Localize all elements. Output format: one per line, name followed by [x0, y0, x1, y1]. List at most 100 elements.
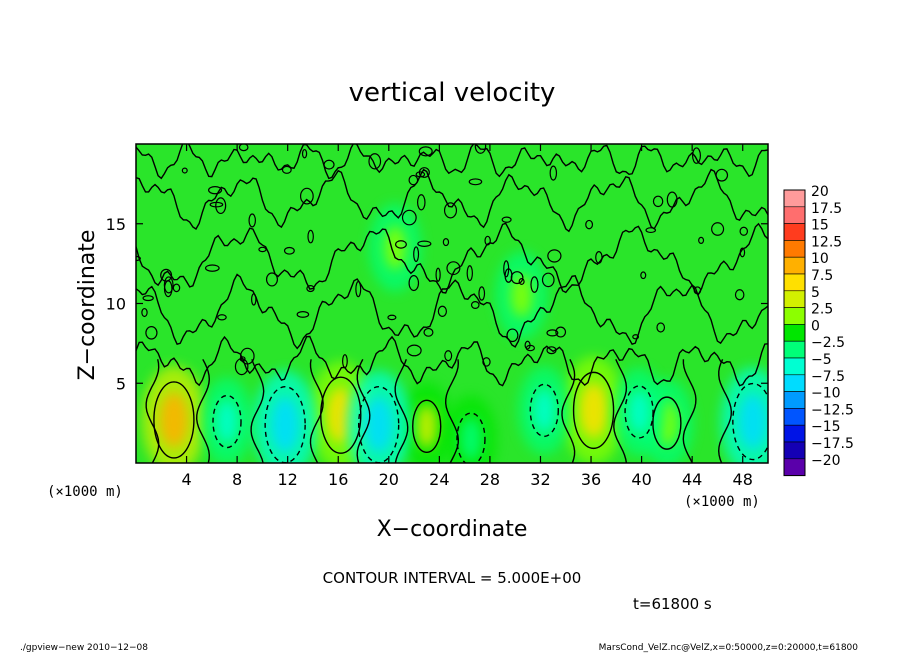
x-tick-label: 12: [278, 470, 298, 489]
x-tick-label: 4: [181, 470, 191, 489]
noise-contour: [474, 144, 487, 154]
noise-contour: [416, 194, 426, 211]
field-core: [216, 399, 238, 444]
colorbar-label: −10: [811, 386, 841, 402]
noise-contour: [181, 167, 188, 174]
x-tick-label: 24: [429, 470, 449, 489]
noise-contour: [355, 280, 362, 298]
noise-contour: [693, 286, 702, 295]
noise-contour: [323, 159, 335, 170]
x-tick-label: 44: [682, 470, 702, 489]
noise-contour: [482, 357, 491, 367]
contour-layer: [136, 144, 768, 463]
noise-contour: [547, 249, 562, 263]
colorbar: 2017.51512.5107.552.50−2.5−5−7.5−10−12.5…: [783, 184, 854, 477]
noise-contour: [234, 358, 249, 376]
noise-contour: [691, 147, 702, 164]
zero-contour: [250, 359, 265, 463]
colorbar-label: 2.5: [811, 302, 833, 318]
y-tick-label: 5: [116, 374, 126, 393]
noise-contour: [408, 275, 420, 292]
colorbar-swatch: [783, 340, 806, 359]
positive-contour: [572, 371, 615, 450]
noise-contour: [715, 168, 729, 182]
noise-contour: [283, 246, 295, 255]
noise-contour: [541, 272, 555, 288]
colorbar-label: 20: [811, 184, 829, 200]
colorbar-swatch: [783, 424, 806, 443]
zero-contour: [195, 358, 211, 463]
noise-contour: [530, 276, 539, 293]
noise-contour: [435, 267, 441, 282]
field-core: [415, 404, 438, 448]
x-tick-label: 16: [328, 470, 348, 489]
colorbar-label: 5: [811, 285, 820, 301]
noise-contour: [466, 265, 473, 282]
noise-contour: [418, 146, 433, 157]
field-core: [579, 382, 608, 438]
noise-contour: [415, 171, 426, 178]
noise-contour: [546, 329, 559, 337]
colorbar-swatch: [783, 458, 806, 476]
positive-contour: [153, 381, 195, 459]
noise-contour: [281, 165, 292, 174]
noise-contour: [442, 238, 450, 247]
noise-contour: [160, 268, 173, 282]
noise-contour: [632, 334, 640, 340]
noise-contour: [296, 311, 310, 318]
noise-contour: [468, 178, 483, 186]
zero-contour: [136, 144, 768, 180]
noise-contour: [299, 187, 314, 205]
field-core: [270, 397, 300, 453]
negative-contour: [456, 412, 486, 463]
noise-contour: [387, 314, 397, 321]
noise-contour: [306, 284, 315, 293]
noise-contour: [394, 240, 407, 249]
field-core: [460, 417, 482, 461]
colorbar-label: 17.5: [811, 201, 842, 217]
colorbar-swatch: [783, 290, 806, 308]
noise-contour: [258, 246, 267, 253]
zero-contour: [717, 359, 733, 463]
noise-contour: [413, 246, 420, 263]
noise-contour: [734, 289, 745, 301]
colorbar-swatch: [783, 391, 806, 409]
noise-contour: [406, 344, 422, 357]
noise-contour: [518, 278, 525, 285]
field-fill-layer: [141, 203, 768, 463]
noise-contour: [307, 229, 314, 244]
colorbar-swatch: [783, 307, 806, 325]
noise-contour: [207, 185, 223, 195]
noise-contour: [652, 195, 664, 208]
zero-contour: [136, 222, 768, 296]
noise-contour: [645, 227, 657, 234]
noise-contour: [172, 283, 181, 293]
noise-contour: [501, 216, 512, 223]
noise-contour: [141, 307, 148, 318]
noise-contour: [145, 326, 158, 340]
negative-contour: [732, 382, 768, 461]
field-core: [738, 393, 768, 450]
x-tick-label: 20: [379, 470, 399, 489]
x-tick-label: 32: [530, 470, 550, 489]
noise-contour: [443, 202, 458, 219]
colorbar-label: 7.5: [811, 268, 833, 284]
time-label: t=61800 s: [633, 595, 712, 613]
zero-contour: [145, 359, 160, 463]
zero-contour: [394, 359, 409, 463]
noise-contour: [408, 174, 419, 186]
field-core: [159, 392, 189, 448]
chart-title: vertical velocity: [349, 78, 556, 108]
noise-contour: [478, 286, 486, 301]
noise-contour: [444, 350, 453, 362]
noise-contour: [418, 167, 430, 178]
zero-contour: [613, 359, 628, 463]
noise-contour: [666, 191, 678, 208]
colorbar-label: 0: [811, 318, 820, 334]
noise-contour: [640, 271, 647, 280]
x-unit-left: (×1000 m): [47, 484, 123, 500]
field-core: [384, 226, 406, 270]
negative-contour: [529, 383, 559, 438]
noise-contour: [506, 328, 519, 343]
x-axis-label: X−coordinate: [377, 517, 528, 542]
